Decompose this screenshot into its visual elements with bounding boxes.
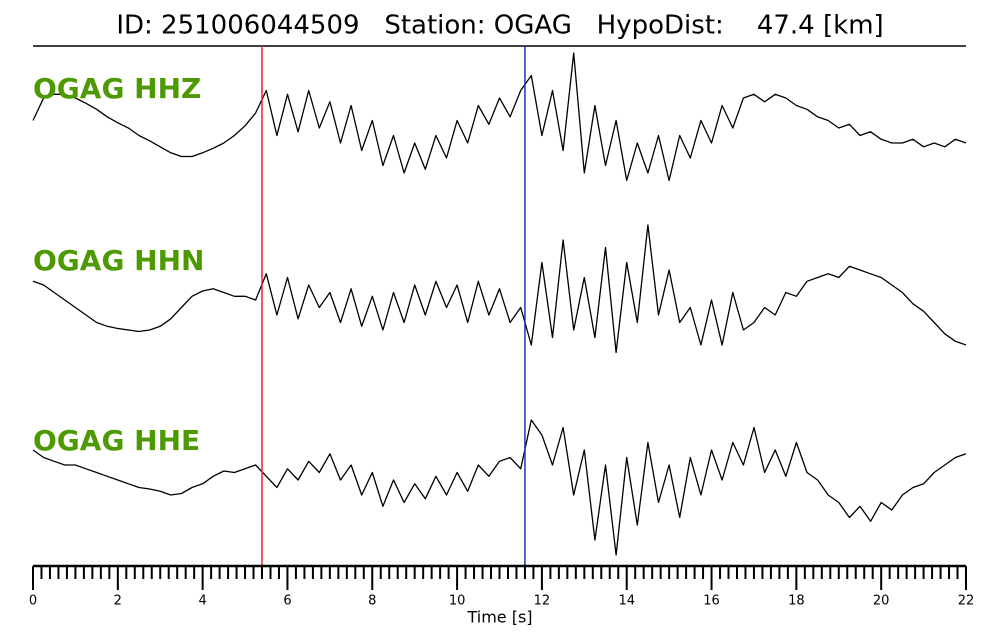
trace-label: OGAG HHN [33,244,205,277]
x-tick-label: 14 [618,594,635,609]
x-tick-label: 16 [703,594,720,609]
chart-title: ID: 251006044509 Station: OGAG HypoDist:… [116,11,883,41]
trace [32,419,967,556]
x-tick-label: 2 [114,594,122,609]
x-tick-label: 10 [449,594,466,609]
x-tick-label: 22 [958,594,975,609]
x-tick-label: 4 [198,594,206,609]
x-tick-label: 12 [534,594,551,609]
x-tick-label: 6 [283,594,291,609]
x-axis-label: Time [s] [466,608,532,627]
trace [32,224,967,354]
trace-label: OGAG HHZ [33,72,201,105]
trace-label: OGAG HHE [33,424,200,457]
x-tick-label: 0 [29,594,37,609]
x-tick-label: 20 [873,594,890,609]
x-tick-label: 18 [788,594,805,609]
x-tick-label: 8 [368,594,376,609]
trace [32,52,967,182]
